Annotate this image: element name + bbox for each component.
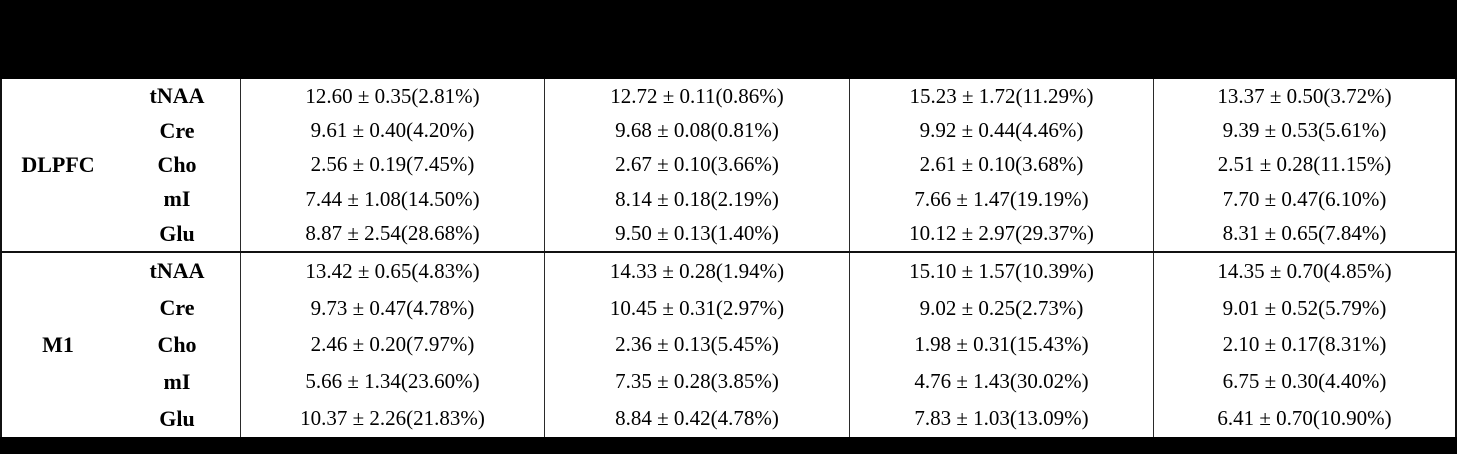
value-cell: 2.56 ± 0.19(7.45%) xyxy=(240,147,544,183)
value-cell: 12.60 ± 0.35(2.81%) xyxy=(240,79,544,114)
value-cell: 9.68 ± 0.08(0.81%) xyxy=(544,113,849,148)
region-label-dlpfc: DLPFC xyxy=(21,152,95,177)
metabolite-label: tNAA xyxy=(149,258,205,284)
value-cell: 7.70 ± 0.47(6.10%) xyxy=(1153,182,1455,217)
metabolite-label: tNAA xyxy=(149,83,205,109)
region-label-m1: M1 xyxy=(42,331,74,357)
value-cell: 12.72 ± 0.11(0.86%) xyxy=(544,79,849,114)
value-cell: 2.61 ± 0.10(3.68%) xyxy=(849,147,1153,183)
value-cell: 8.84 ± 0.42(4.78%) xyxy=(544,400,849,437)
value-cell: 1.98 ± 0.31(15.43%) xyxy=(849,326,1153,364)
table-section-m1: M1 tNAA 13.42 ± 0.65(4.83%) 14.33 ± 0.28… xyxy=(2,251,1455,437)
value-cell: 13.37 ± 0.50(3.72%) xyxy=(1153,79,1455,114)
value-cell: 7.83 ± 1.03(13.09%) xyxy=(849,400,1153,437)
value-cell: 15.10 ± 1.57(10.39%) xyxy=(849,253,1153,290)
value-cell: 2.46 ± 0.20(7.97%) xyxy=(240,326,544,364)
metabolite-label: Cre xyxy=(159,295,195,321)
value-cell: 2.51 ± 0.28(11.15%) xyxy=(1153,147,1455,183)
value-cell: 8.14 ± 0.18(2.19%) xyxy=(544,182,849,217)
value-cell: 10.37 ± 2.26(21.83%) xyxy=(240,400,544,437)
value-cell: 7.66 ± 1.47(19.19%) xyxy=(849,182,1153,217)
value-cell: 13.42 ± 0.65(4.83%) xyxy=(240,253,544,290)
value-cell: 14.35 ± 0.70(4.85%) xyxy=(1153,253,1455,290)
value-cell: 9.02 ± 0.25(2.73%) xyxy=(849,289,1153,327)
value-cell: 2.36 ± 0.13(5.45%) xyxy=(544,326,849,364)
value-cell: 8.31 ± 0.65(7.84%) xyxy=(1153,216,1455,251)
value-cell: 2.67 ± 0.10(3.66%) xyxy=(544,147,849,183)
metabolite-label: mI xyxy=(163,368,191,394)
metabolite-label: mI xyxy=(163,186,191,212)
value-cell: 5.66 ± 1.34(23.60%) xyxy=(240,363,544,401)
value-cell: 8.87 ± 2.54(28.68%) xyxy=(240,216,544,251)
value-cell: 9.92 ± 0.44(4.46%) xyxy=(849,113,1153,148)
top-black-bar xyxy=(0,0,1457,79)
value-cell: 9.61 ± 0.40(4.20%) xyxy=(240,113,544,148)
value-cell: 10.45 ± 0.31(2.97%) xyxy=(544,289,849,327)
value-cell: 6.41 ± 0.70(10.90%) xyxy=(1153,400,1455,437)
value-cell: 9.50 ± 0.13(1.40%) xyxy=(544,216,849,251)
value-cell: 10.12 ± 2.97(29.37%) xyxy=(849,216,1153,251)
metabolite-label: Glu xyxy=(159,405,195,431)
metabolite-concentration-table: DLPFC tNAA 12.60 ± 0.35(2.81%) 12.72 ± 0… xyxy=(0,79,1457,437)
table-section-dlpfc: DLPFC tNAA 12.60 ± 0.35(2.81%) 12.72 ± 0… xyxy=(2,79,1455,251)
value-cell: 7.35 ± 0.28(3.85%) xyxy=(544,363,849,401)
value-cell: 9.39 ± 0.53(5.61%) xyxy=(1153,113,1455,148)
bottom-black-bar xyxy=(0,437,1457,454)
metabolite-label: Cre xyxy=(159,117,195,143)
value-cell: 9.01 ± 0.52(5.79%) xyxy=(1153,289,1455,327)
metabolite-label: Glu xyxy=(159,220,195,246)
metabolite-label: Cho xyxy=(157,331,197,357)
value-cell: 7.44 ± 1.08(14.50%) xyxy=(240,182,544,217)
value-cell: 4.76 ± 1.43(30.02%) xyxy=(849,363,1153,401)
value-cell: 9.73 ± 0.47(4.78%) xyxy=(240,289,544,327)
value-cell: 15.23 ± 1.72(11.29%) xyxy=(849,79,1153,114)
value-cell: 2.10 ± 0.17(8.31%) xyxy=(1153,326,1455,364)
value-cell: 6.75 ± 0.30(4.40%) xyxy=(1153,363,1455,401)
value-cell: 14.33 ± 0.28(1.94%) xyxy=(544,253,849,290)
metabolite-label: Cho xyxy=(157,151,197,177)
